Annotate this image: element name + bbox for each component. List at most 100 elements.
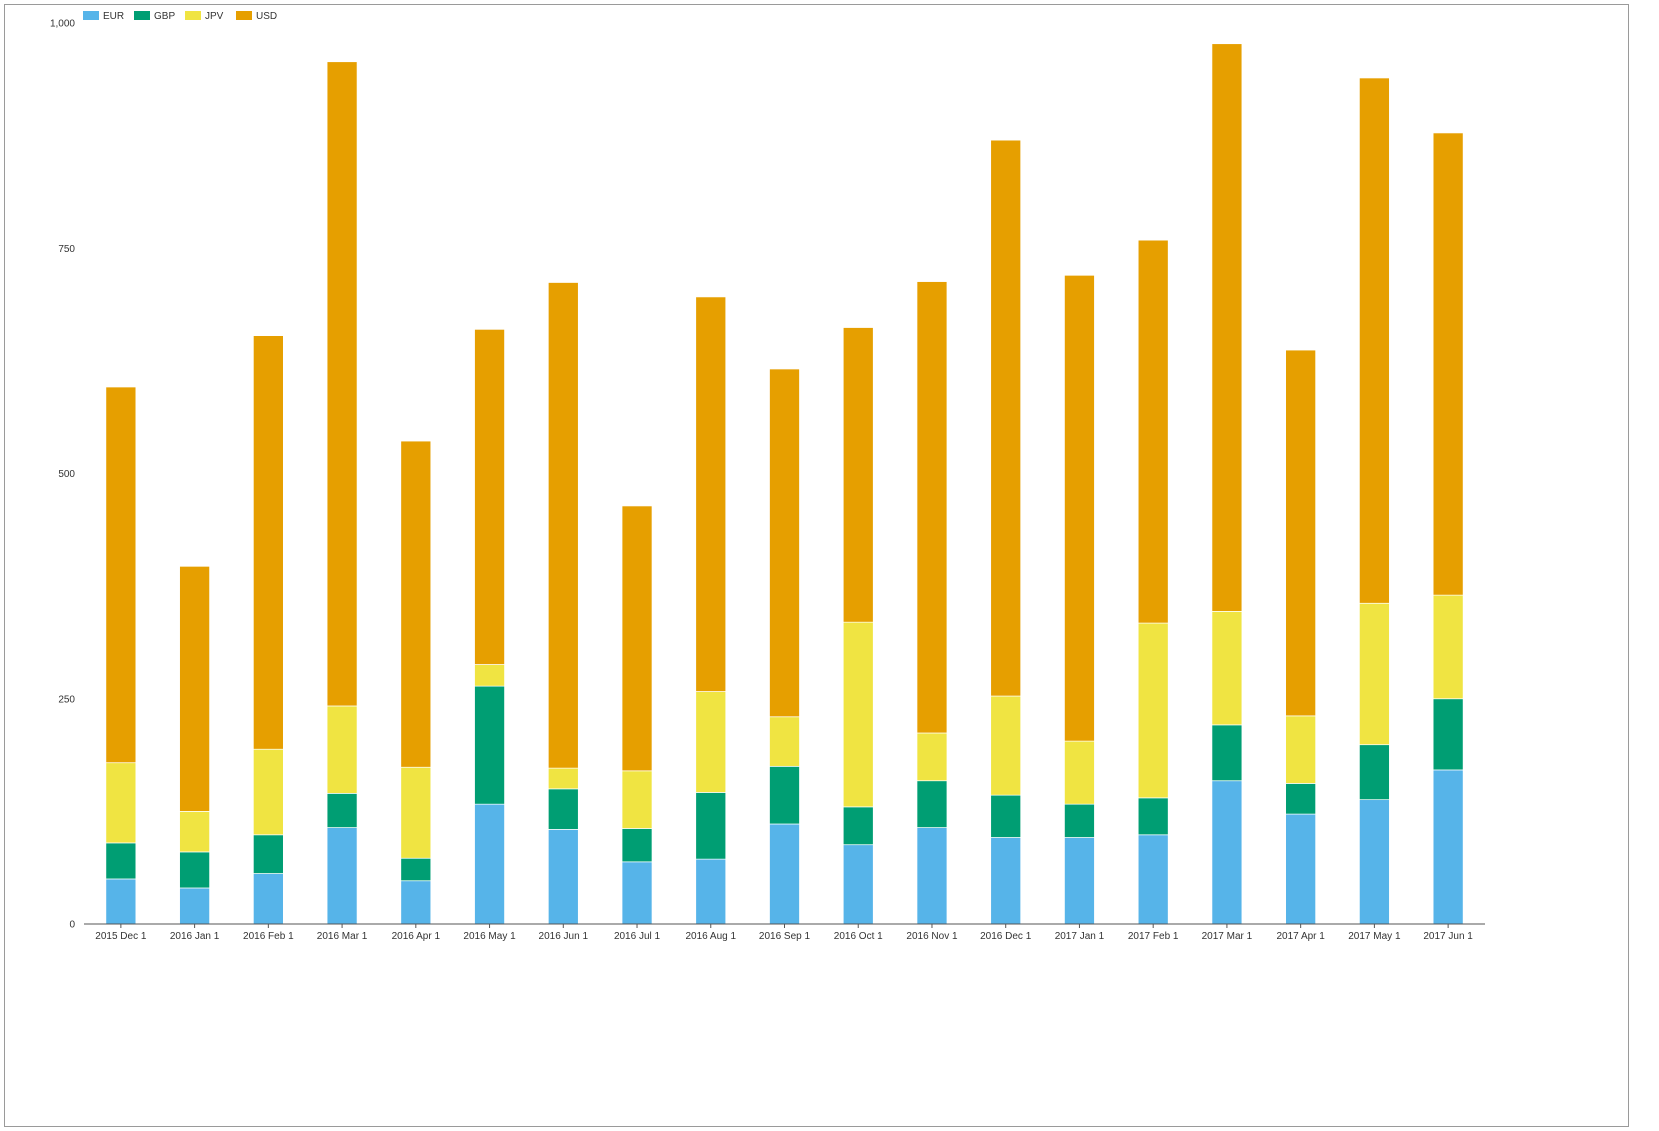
bar-segment-eur[interactable] [179,887,210,925]
bar-segment-gbp[interactable] [769,765,800,825]
bar-segment-usd[interactable] [1064,274,1095,742]
bar-segment-gbp[interactable] [1285,783,1317,815]
x-tick-label: 2017 Feb 1 [1128,931,1179,942]
bar-segment-eur[interactable] [695,858,727,925]
bar-segment-eur[interactable] [474,803,505,925]
bar-segment-gbp[interactable] [1137,797,1169,836]
bar-segment-gbp[interactable] [474,685,505,805]
y-tick-label: 1,000 [50,19,75,30]
bar-segment-usd[interactable] [1285,349,1317,717]
x-tick-label: 2016 Jun 1 [539,931,589,942]
bar-segment-usd[interactable] [474,328,505,665]
bar-segment-jpv[interactable] [326,705,358,794]
bar-segment-eur[interactable] [1137,834,1169,925]
bar-segment-jpv[interactable] [695,691,727,793]
bar-segment-usd[interactable] [400,440,432,768]
bar-segment-eur[interactable] [1432,769,1464,925]
x-tick-label: 2016 Aug 1 [685,931,736,942]
x-tick-label: 2016 Jan 1 [170,931,220,942]
bar-segment-jpv[interactable] [1285,715,1317,784]
bar-segment-usd[interactable] [1359,77,1390,604]
x-tick-label: 2016 May 1 [463,931,516,942]
bar-segment-usd[interactable] [769,368,800,718]
x-tick-label: 2016 Oct 1 [834,931,883,942]
bar-segment-jpv[interactable] [179,811,210,853]
bar-segment-jpv[interactable] [769,716,800,767]
bar-segment-gbp[interactable] [400,857,432,882]
bar-segment-jpv[interactable] [621,770,653,829]
bar-segment-jpv[interactable] [1064,740,1095,805]
x-tick-label: 2016 Jul 1 [614,931,661,942]
bar-segment-eur[interactable] [326,827,358,925]
bar-segment-jpv[interactable] [1211,611,1243,726]
bar-segment-usd[interactable] [1211,43,1243,612]
x-tick-label: 2017 Jun 1 [1423,931,1473,942]
y-tick-label: 500 [58,469,75,480]
legend-label-eur: EUR [103,11,124,22]
bar-segment-gbp[interactable] [621,828,653,863]
bar-segment-gbp[interactable] [1211,724,1243,782]
bar-segment-gbp[interactable] [252,834,284,874]
x-tick-label: 2017 Apr 1 [1276,931,1325,942]
bar-segment-gbp[interactable] [916,780,948,828]
bar-segment-jpv[interactable] [400,766,432,859]
bar-segment-jpv[interactable] [252,748,284,836]
bar-segment-gbp[interactable] [990,794,1022,838]
bar-segment-jpv[interactable] [990,695,1022,796]
bar-segment-eur[interactable] [990,837,1022,925]
bar-segment-eur[interactable] [252,873,284,925]
legend-label-jpv: JPV [205,11,224,22]
bar-segment-gbp[interactable] [1432,698,1464,771]
bar-segment-usd[interactable] [326,61,358,707]
bar-segment-eur[interactable] [105,878,137,925]
legend-label-usd: USD [256,11,277,22]
bar-segment-usd[interactable] [842,327,874,623]
bar-segment-usd[interactable] [916,281,948,734]
bar-segment-eur[interactable] [621,861,653,925]
bar-segment-gbp[interactable] [326,793,358,828]
bar-segment-jpv[interactable] [1432,594,1464,700]
bar-segment-gbp[interactable] [547,788,579,830]
bar-segment-eur[interactable] [547,829,579,925]
bar-segment-gbp[interactable] [842,806,874,846]
bar-segment-eur[interactable] [1285,813,1317,925]
bar-segment-jpv[interactable] [916,732,948,782]
bar-segment-usd[interactable] [1137,239,1169,624]
bar-segment-usd[interactable] [1432,132,1464,596]
x-tick-label: 2017 May 1 [1348,931,1401,942]
bar-segment-usd[interactable] [252,335,284,750]
bar-segment-gbp[interactable] [695,792,727,860]
bar-segment-eur[interactable] [842,844,874,925]
x-tick-label: 2016 Nov 1 [906,931,958,942]
bar-segment-gbp[interactable] [179,851,210,889]
bar-segment-jpv[interactable] [547,767,579,790]
y-tick-label: 0 [69,920,75,931]
bar-segment-gbp[interactable] [1064,803,1095,838]
bar-segment-jpv[interactable] [474,664,505,687]
bar-segment-jpv[interactable] [105,762,137,844]
bar-segment-usd[interactable] [547,282,579,769]
bar-segment-eur[interactable] [1211,780,1243,925]
bar-segment-eur[interactable] [916,827,948,925]
bar-segment-gbp[interactable] [1359,744,1390,801]
bar-segment-usd[interactable] [621,505,653,772]
bar-segment-jpv[interactable] [1137,622,1169,799]
bar-segment-eur[interactable] [1359,799,1390,925]
x-tick-label: 2016 Dec 1 [980,931,1032,942]
bar-segment-jpv[interactable] [842,621,874,808]
bar-segment-eur[interactable] [1064,837,1095,925]
legend-swatch-usd [236,11,252,20]
bar-segment-gbp[interactable] [105,842,137,880]
bar-segment-jpv[interactable] [1359,602,1390,746]
bar-segment-eur[interactable] [769,823,800,925]
bar-segment-eur[interactable] [400,880,432,925]
x-tick-label: 2015 Dec 1 [95,931,147,942]
bar-segment-usd[interactable] [990,139,1022,697]
bar-segment-usd[interactable] [179,565,210,812]
bar-segment-usd[interactable] [105,386,137,764]
x-axis: 2015 Dec 1 2016 Jan 1 2016 Feb 1 2016 Mar 1… [84,923,1485,942]
x-tick-label: 2016 Sep 1 [759,931,811,942]
bar-segment-usd[interactable] [695,296,727,692]
